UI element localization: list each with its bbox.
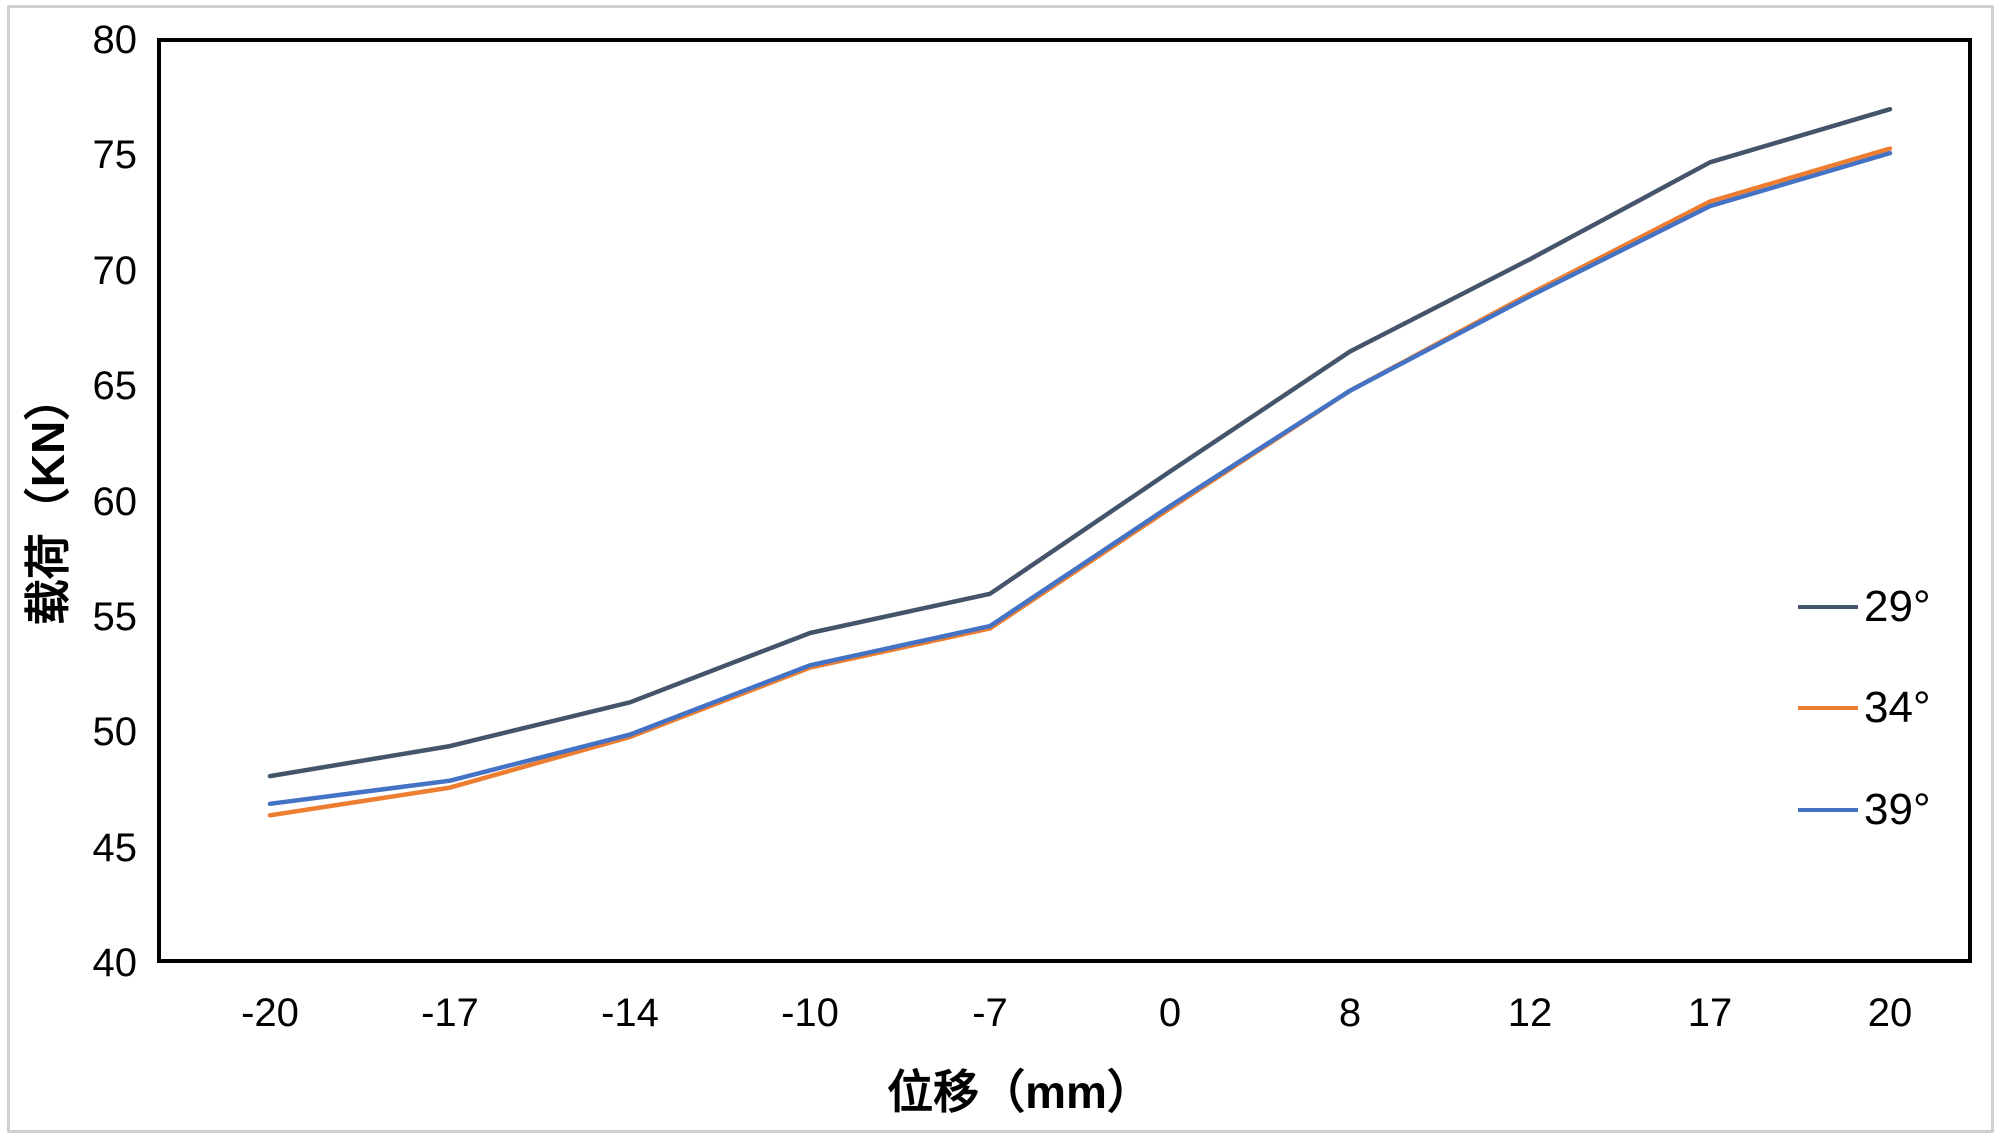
legend-item-29: 29°	[1798, 583, 1931, 631]
series-line-29deg	[267, 106, 1893, 779]
x-tick-label: -20	[241, 991, 299, 1035]
x-tick-label: 0	[1158, 991, 1182, 1035]
legend-swatch-29	[1798, 605, 1858, 609]
x-tick-label: -10	[781, 991, 839, 1035]
y-tick-label: 50	[92, 710, 138, 755]
y-tick-label: 65	[92, 364, 138, 409]
y-tick-label: 60	[92, 479, 138, 524]
plot-border	[157, 38, 1972, 963]
legend-label: 29°	[1864, 582, 1931, 631]
x-axis-title: 位移（mm）	[887, 1066, 1153, 1118]
legend-swatch-34	[1798, 706, 1858, 710]
y-tick-label: 45	[92, 825, 138, 870]
y-tick-label: 55	[92, 594, 138, 639]
legend-label: 39°	[1864, 785, 1931, 834]
series-line-39deg	[267, 150, 1893, 807]
legend-label: 34°	[1864, 683, 1931, 732]
x-tick-label: 17	[1687, 991, 1733, 1035]
x-tick-label: -7	[972, 991, 1008, 1035]
x-tick-label: -17	[421, 991, 479, 1035]
legend-swatch-39	[1798, 808, 1858, 812]
x-tick-label: 8	[1338, 991, 1362, 1035]
legend-item-34: 34°	[1798, 684, 1931, 732]
x-tick-label: 12	[1507, 991, 1553, 1035]
y-axis-title: 载荷（KN）	[22, 374, 74, 626]
series-lines	[267, 106, 1893, 818]
y-tick-label: 40	[92, 941, 138, 985]
y-tick-label: 80	[92, 18, 138, 62]
legend-item-39: 39°	[1798, 786, 1931, 834]
y-tick-label: 70	[92, 248, 138, 293]
x-tick-label: 20	[1867, 991, 1913, 1035]
x-tick-label: -14	[601, 991, 659, 1035]
series-line-34deg	[267, 146, 1893, 818]
y-tick-label: 75	[92, 133, 138, 178]
